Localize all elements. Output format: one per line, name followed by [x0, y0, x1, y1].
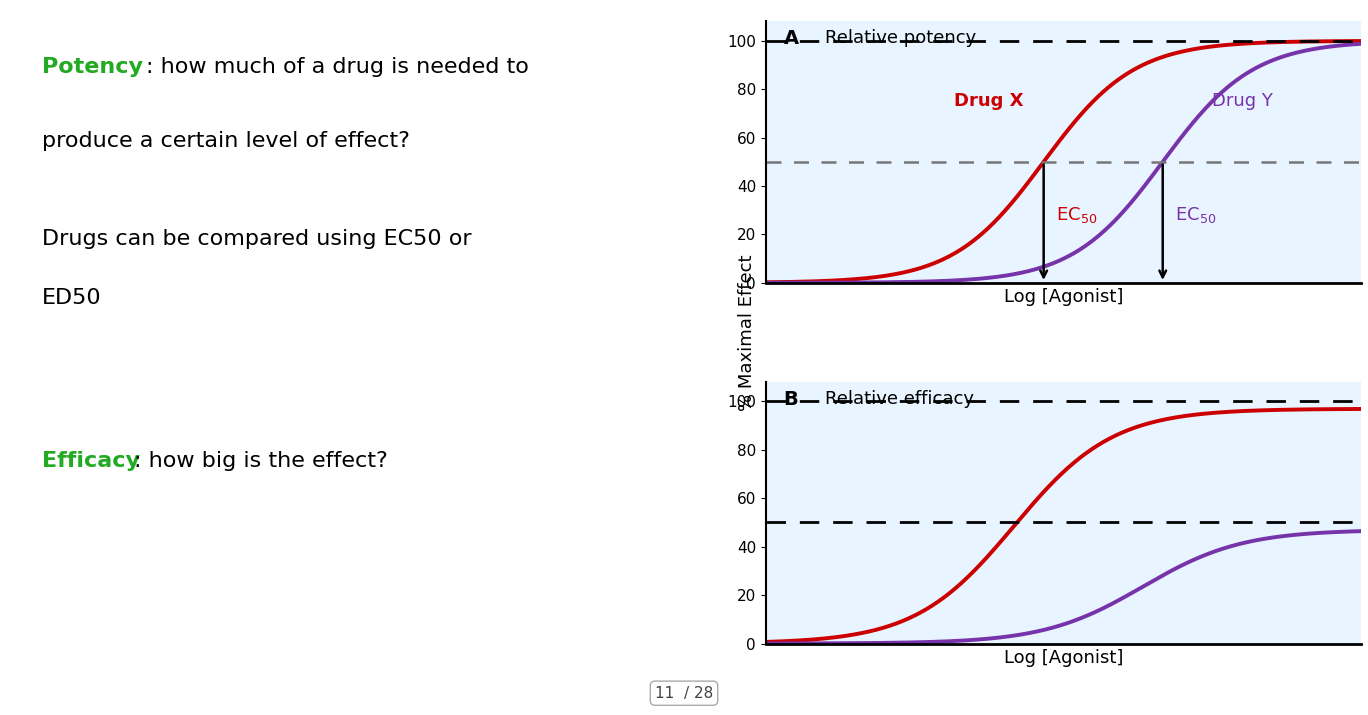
- Text: Relative efficacy: Relative efficacy: [825, 390, 974, 408]
- Text: EC$_{50}$: EC$_{50}$: [1175, 205, 1216, 225]
- Text: Drug X: Drug X: [955, 92, 1023, 110]
- X-axis label: Log [Agonist]: Log [Agonist]: [1004, 649, 1123, 667]
- Text: produce a certain level of effect?: produce a certain level of effect?: [42, 131, 410, 151]
- X-axis label: Log [Agonist]: Log [Agonist]: [1004, 288, 1123, 306]
- Text: Relative potency: Relative potency: [825, 29, 977, 47]
- Text: Efficacy: Efficacy: [42, 451, 141, 471]
- Text: B: B: [784, 390, 799, 409]
- Text: ED50: ED50: [42, 288, 101, 308]
- Text: : how big is the effect?: : how big is the effect?: [134, 451, 387, 471]
- Text: Drugs can be compared using EC50 or: Drugs can be compared using EC50 or: [42, 229, 472, 249]
- Text: EC$_{50}$: EC$_{50}$: [1056, 205, 1097, 225]
- Text: : how much of a drug is needed to: : how much of a drug is needed to: [146, 57, 528, 77]
- Text: % Maximal Effect: % Maximal Effect: [737, 255, 757, 410]
- Text: Drug Y: Drug Y: [1212, 92, 1274, 110]
- Text: Potency: Potency: [42, 57, 144, 77]
- Text: 11  / 28: 11 / 28: [655, 686, 713, 701]
- Text: A: A: [784, 29, 799, 49]
